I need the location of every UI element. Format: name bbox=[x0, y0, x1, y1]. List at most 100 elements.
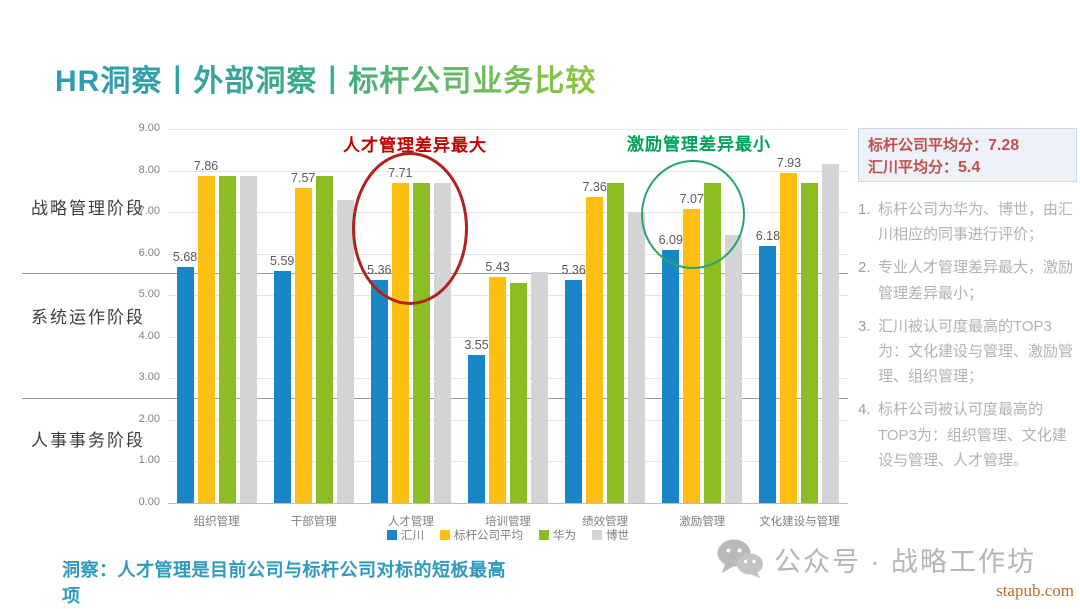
y-axis-tick: 4.00 bbox=[138, 329, 160, 342]
bar-汇川-激励管理 bbox=[662, 249, 680, 503]
note-text: 标杆公司被认可度最高的TOP3为：组织管理、文化建设与管理、人才管理。 bbox=[878, 401, 1067, 469]
gridline bbox=[168, 170, 848, 172]
bar-value-label: 5.68 bbox=[172, 249, 198, 264]
gridline bbox=[168, 253, 848, 255]
note-text: 标杆公司为华为、博世，由汇川相应的同事进行评价； bbox=[878, 201, 1074, 244]
y-axis-tick: 2.00 bbox=[138, 412, 160, 425]
gridline bbox=[168, 129, 848, 130]
bar-华为-绩效管理 bbox=[607, 182, 625, 503]
legend-swatch-huawei bbox=[539, 530, 549, 540]
watermark: 公众号 · 战略工作坊 bbox=[716, 539, 1036, 579]
category-label: 人才管理 bbox=[387, 516, 434, 528]
legend-swatch-bosch bbox=[592, 530, 602, 540]
bar-汇川-组织管理 bbox=[176, 266, 194, 503]
annotation-incentive-min-gap: 激励管理差异最小 bbox=[627, 135, 771, 154]
wechat-icon bbox=[717, 539, 763, 579]
bar-value-label: 7.93 bbox=[776, 156, 802, 171]
bar-value-label: 5.59 bbox=[270, 253, 295, 268]
bar-标杆公司平均-组织管理 bbox=[197, 176, 215, 503]
bar-博世-绩效管理 bbox=[628, 212, 646, 503]
insight-text: 洞察：人才管理是目前公司与标杆公司对标的短板最高项 bbox=[62, 560, 506, 607]
stage-label-personnel: 人事事务阶段 bbox=[31, 431, 145, 450]
benchmark-average-value: 7.28 bbox=[988, 137, 1020, 154]
bar-华为-文化建设与管理 bbox=[801, 182, 819, 503]
note-number: 4. bbox=[858, 401, 871, 419]
gridline bbox=[168, 378, 848, 380]
bar-华为-组织管理 bbox=[218, 176, 236, 503]
bar-华为-培训管理 bbox=[510, 283, 527, 503]
bar-value-label: 7.57 bbox=[291, 171, 316, 186]
legend-item-bosch: 博世 bbox=[592, 527, 629, 543]
note-item: 3. 汇川被认可度最高的TOP3为：文化建设与管理、激励管理、组织管理； bbox=[858, 314, 1079, 390]
page-title: HR洞察丨外部洞察丨标杆公司业务比较 bbox=[55, 56, 596, 100]
y-axis-tick: 7.00 bbox=[138, 205, 160, 218]
bar-汇川-人才管理 bbox=[370, 280, 388, 503]
category-label: 文化建设与管理 bbox=[759, 516, 840, 528]
bar-汇川-绩效管理 bbox=[565, 280, 583, 503]
category-label: 绩效管理 bbox=[582, 516, 629, 528]
x-axis-line bbox=[168, 503, 848, 504]
bar-标杆公司平均-激励管理 bbox=[683, 209, 701, 503]
bar-标杆公司平均-文化建设与管理 bbox=[780, 173, 798, 503]
bar-value-label: 5.43 bbox=[485, 260, 510, 275]
y-axis-tick: 8.00 bbox=[138, 163, 160, 176]
incentive-highlight-circle bbox=[641, 160, 745, 269]
stage-label-system: 系统运作阶段 bbox=[31, 308, 145, 327]
y-axis-tick: 1.00 bbox=[138, 454, 160, 467]
note-number: 2. bbox=[858, 259, 871, 277]
y-axis-tick: 3.00 bbox=[138, 371, 160, 384]
y-axis-tick: 0.00 bbox=[138, 496, 160, 508]
site-link: stapub.com bbox=[996, 581, 1074, 600]
bar-标杆公司平均-绩效管理 bbox=[586, 197, 604, 503]
watermark-text: 公众号 · 战略工作坊 bbox=[774, 546, 1036, 577]
gridline bbox=[168, 461, 848, 463]
category-label: 激励管理 bbox=[679, 516, 726, 528]
y-axis-tick: 6.00 bbox=[138, 246, 160, 259]
talent-highlight-ellipse bbox=[352, 152, 468, 305]
note-item: 1. 标杆公司为华为、博世，由汇川相应的同事进行评价； bbox=[858, 197, 1079, 247]
legend-label: 标杆公司平均 bbox=[454, 530, 523, 542]
gridline bbox=[168, 336, 848, 338]
huichuan-average-label: 汇川平均分： bbox=[868, 159, 959, 177]
category-label: 组织管理 bbox=[193, 516, 240, 528]
benchmark-average-line: 标杆公司平均分：7.28 bbox=[868, 135, 1067, 157]
bar-博世-培训管理 bbox=[531, 272, 548, 503]
bar-汇川-干部管理 bbox=[273, 270, 291, 503]
bar-value-label: 5.36 bbox=[561, 263, 586, 278]
stage-label-strategic: 战略管理阶段 bbox=[31, 199, 145, 218]
gridline bbox=[168, 419, 848, 421]
bar-博世-干部管理 bbox=[336, 200, 354, 503]
bar-汇川-培训管理 bbox=[468, 355, 485, 503]
legend-swatch-benchmark-avg bbox=[440, 530, 450, 540]
gridline bbox=[168, 295, 848, 297]
bar-汇川-文化建设与管理 bbox=[759, 246, 777, 503]
legend-item-benchmark-avg: 标杆公司平均 bbox=[440, 527, 523, 543]
note-number: 1. bbox=[858, 201, 871, 218]
bar-value-label: 6.18 bbox=[755, 229, 781, 244]
category-label: 培训管理 bbox=[485, 516, 531, 528]
y-axis-tick: 9.00 bbox=[138, 122, 160, 134]
bar-博世-激励管理 bbox=[725, 234, 743, 503]
bar-value-label: 7.86 bbox=[193, 159, 219, 174]
bar-博世-组织管理 bbox=[239, 176, 257, 503]
legend-label: 华为 bbox=[553, 530, 576, 542]
bar-华为-干部管理 bbox=[315, 176, 333, 503]
y-axis-tick: 5.00 bbox=[138, 288, 160, 301]
legend-item-huichuan: 汇川 bbox=[387, 527, 424, 543]
bar-标杆公司平均-干部管理 bbox=[294, 188, 312, 503]
huichuan-average-line: 汇川平均分：5.4 bbox=[868, 157, 1067, 179]
legend-label: 博世 bbox=[606, 530, 629, 542]
category-label: 干部管理 bbox=[290, 516, 337, 528]
benchmark-average-label: 标杆公司平均分： bbox=[868, 137, 989, 154]
legend-swatch-huichuan bbox=[387, 530, 397, 540]
plot-area: 0.00 1.00 2.00 3.00 4.00 5.00 6.00 7.00 8.00 9.00… bbox=[139, 122, 848, 528]
bar-value-label: 7.36 bbox=[582, 180, 607, 195]
notes-list: 1. 标杆公司为华为、博世，由汇川相应的同事进行评价； 2. 专业人才管理差异最大，… bbox=[858, 197, 1079, 481]
note-text: 专业人才管理差异最大，激励管理差异最小； bbox=[878, 259, 1074, 302]
average-score-box: 标杆公司平均分：7.28 汇川平均分：5.4 bbox=[858, 128, 1077, 182]
chart-legend: 汇川 标杆公司平均 华为 博世 bbox=[168, 527, 848, 543]
note-item: 2. 专业人才管理差异最大，激励管理差异最小； bbox=[858, 255, 1079, 305]
bar-博世-文化建设与管理 bbox=[822, 164, 840, 503]
note-text: 汇川被认可度最高的TOP3为：文化建设与管理、激励管理、组织管理； bbox=[878, 317, 1074, 386]
bar-标杆公司平均-培训管理 bbox=[489, 277, 506, 503]
